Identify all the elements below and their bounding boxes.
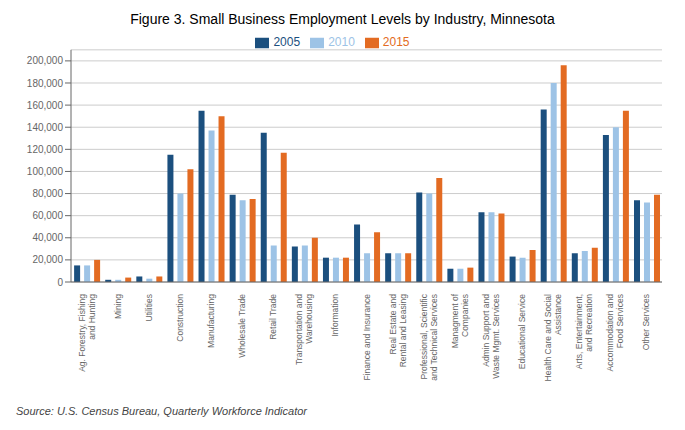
html-text:Source: U.S. Census Bureau, Qu: Source: U.S. Census Bureau, Quarterly Wo… xyxy=(16,405,307,417)
svg-text:Arts, Entertainment,and Recrea: Arts, Entertainment,and Recreation xyxy=(574,294,594,369)
svg-text:200,000: 200,000 xyxy=(27,55,64,66)
svg-text:Wholesale Trade: Wholesale Trade xyxy=(237,294,247,358)
svg-text:Retail Trade: Retail Trade xyxy=(268,294,278,340)
svg-text:Construction: Construction xyxy=(175,294,185,342)
svg-text:40,000: 40,000 xyxy=(32,232,63,243)
html-text:2005: 2005 xyxy=(273,35,301,49)
html-text:2015: 2015 xyxy=(382,35,410,49)
svg-text:20,000: 20,000 xyxy=(32,254,63,265)
svg-text:180,000: 180,000 xyxy=(27,78,64,89)
svg-text:Transportation andWarehousing: Transportation andWarehousing xyxy=(294,294,314,365)
html-text:Figure 3. Small Business Emplo: Figure 3. Small Business Employment Leve… xyxy=(130,11,555,27)
svg-text:100,000: 100,000 xyxy=(27,166,64,177)
svg-text:Managment ofCompanies: Managment ofCompanies xyxy=(450,293,470,348)
svg-text:Real Estate andRental and Leas: Real Estate andRental and Leasing xyxy=(388,294,408,368)
svg-text:120,000: 120,000 xyxy=(27,144,64,155)
svg-text:Health Care and SocialAssistan: Health Care and SocialAssistance xyxy=(543,294,563,382)
svg-text:Ag. Forestry, Fishingand Hunti: Ag. Forestry, Fishingand Hunting xyxy=(77,294,97,372)
svg-text:140,000: 140,000 xyxy=(27,122,64,133)
svg-text:60,000: 60,000 xyxy=(32,210,63,221)
svg-text:Other Services: Other Services xyxy=(641,294,651,350)
svg-text:Educational Service: Educational Service xyxy=(517,294,527,369)
svg-text:Information: Information xyxy=(330,294,340,337)
svg-text:Mining: Mining xyxy=(113,294,123,319)
svg-text:Utilities: Utilities xyxy=(144,294,154,321)
svg-text:160,000: 160,000 xyxy=(27,100,64,111)
svg-text:Admin Support andWaste Mgmt. S: Admin Support andWaste Mgmt. Services xyxy=(481,294,501,379)
svg-text:0: 0 xyxy=(57,277,63,288)
svg-text:Accommodation andFood Services: Accommodation andFood Services xyxy=(605,294,625,372)
svg-text:Manufacturing: Manufacturing xyxy=(206,294,216,348)
html-text:2010: 2010 xyxy=(328,35,355,49)
svg-text:Finance and Insurance: Finance and Insurance xyxy=(362,294,372,381)
svg-text:Professional, Scientificand Te: Professional, Scientificand Technical Se… xyxy=(419,293,439,381)
svg-text:80,000: 80,000 xyxy=(32,188,63,199)
